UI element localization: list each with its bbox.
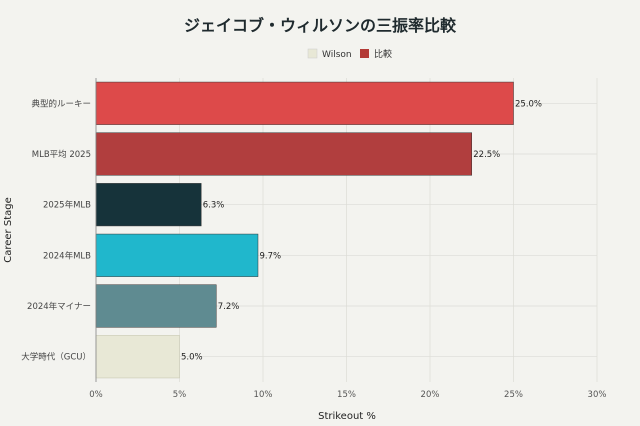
- legend: Wilson 比較: [307, 48, 392, 60]
- x-tick-label: 5%: [173, 390, 187, 400]
- data-label: 6.3%: [203, 201, 225, 211]
- legend-label-comparison: 比較: [374, 48, 392, 60]
- bar: [95, 81, 514, 125]
- legend-swatch-comparison: [360, 49, 369, 58]
- category-label: 2024年マイナー: [27, 301, 91, 312]
- y-axis-title: Career Stage: [3, 197, 14, 263]
- bar: [95, 233, 259, 277]
- chart-title: ジェイコブ・ウィルソンの三振率比較: [184, 16, 457, 35]
- x-tick-label: 10%: [254, 390, 273, 400]
- category-label: 2025年MLB: [43, 200, 91, 211]
- data-label: 22.5%: [473, 150, 500, 160]
- bar: [95, 284, 217, 328]
- data-label: 9.7%: [259, 251, 281, 261]
- x-tick-label: 20%: [421, 390, 440, 400]
- data-label: 5.0%: [181, 353, 203, 363]
- legend-swatch-wilson: [307, 48, 318, 59]
- bar: [95, 335, 180, 379]
- category-label: MLB平均 2025: [32, 149, 91, 160]
- category-label: 典型的ルーキー: [31, 98, 91, 109]
- data-label: 25.0%: [515, 99, 542, 109]
- x-axis-title: Strikeout %: [318, 411, 376, 422]
- x-tick-label: 30%: [588, 390, 607, 400]
- bars: 25.0% 22.5% 6.3% 9.7% 7.2% 5.0%: [95, 81, 542, 379]
- legend-label-wilson: Wilson: [322, 50, 352, 60]
- x-tick-label: 0%: [89, 390, 103, 400]
- category-labels: 典型的ルーキー MLB平均 2025 2025年MLB 2024年MLB 2024年マイ…: [21, 98, 91, 362]
- x-axis-ticks: 0% 5% 10% 15% 20% 25% 30%: [89, 390, 606, 400]
- category-label: 大学時代（GCU）: [21, 352, 91, 363]
- x-tick-label: 25%: [504, 390, 523, 400]
- x-tick-label: 15%: [337, 390, 356, 400]
- data-label: 7.2%: [218, 302, 240, 312]
- category-label: 2024年MLB: [43, 250, 91, 261]
- bar: [95, 183, 202, 227]
- bar: [95, 132, 472, 176]
